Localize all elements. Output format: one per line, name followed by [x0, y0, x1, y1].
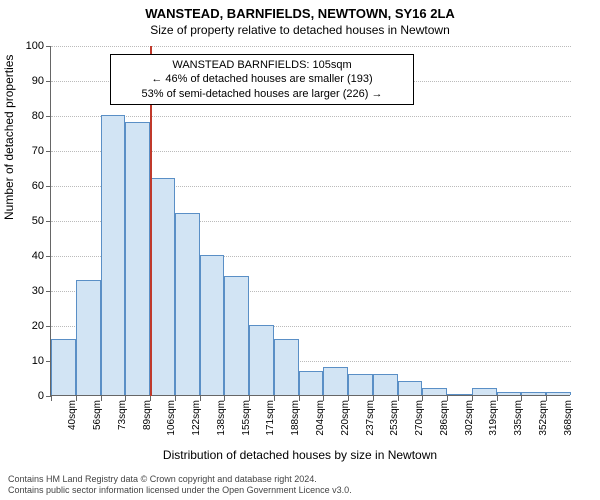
xtick-mark [323, 396, 324, 401]
histogram-bar [175, 213, 200, 395]
xtick-mark [472, 396, 473, 401]
footer-line2: Contains public sector information licen… [8, 485, 352, 496]
xtick-mark [447, 396, 448, 401]
histogram-bar [398, 381, 423, 395]
xtick-label: 319sqm [488, 400, 499, 440]
xtick-mark [200, 396, 201, 401]
ytick-label: 20 [14, 320, 44, 332]
xtick-mark [398, 396, 399, 401]
annotation-line2: ← 46% of detached houses are smaller (19… [117, 72, 407, 86]
xtick-label: 270sqm [414, 400, 425, 440]
xtick-mark [299, 396, 300, 401]
ytick-mark [46, 291, 51, 292]
chart-subtitle: Size of property relative to detached ho… [0, 21, 600, 41]
ytick-mark [46, 256, 51, 257]
gridline [51, 46, 571, 47]
xtick-label: 40sqm [67, 400, 78, 440]
xtick-mark [274, 396, 275, 401]
annotation-box: WANSTEAD BARNFIELDS: 105sqm ← 46% of det… [110, 54, 414, 105]
ytick-mark [46, 221, 51, 222]
histogram-bar [348, 374, 373, 395]
xtick-label: 204sqm [315, 400, 326, 440]
ytick-mark [46, 151, 51, 152]
xtick-mark [125, 396, 126, 401]
ytick-label: 70 [14, 145, 44, 157]
histogram-bar [224, 276, 249, 395]
xtick-label: 253sqm [389, 400, 400, 440]
xtick-mark [224, 396, 225, 401]
histogram-bar [299, 371, 324, 396]
histogram-bar [150, 178, 175, 395]
histogram-bar [274, 339, 299, 395]
xtick-mark [150, 396, 151, 401]
ytick-label: 30 [14, 285, 44, 297]
xtick-label: 286sqm [439, 400, 450, 440]
xtick-mark [101, 396, 102, 401]
xtick-mark [373, 396, 374, 401]
histogram-bar [373, 374, 398, 395]
footer-line1: Contains HM Land Registry data © Crown c… [8, 474, 352, 485]
histogram-bar [472, 388, 497, 395]
xtick-label: 106sqm [166, 400, 177, 440]
histogram-bar [51, 339, 76, 395]
ytick-label: 10 [14, 355, 44, 367]
xtick-label: 155sqm [241, 400, 252, 440]
histogram-bar [249, 325, 274, 395]
histogram-bar [76, 280, 101, 396]
ytick-label: 0 [14, 390, 44, 402]
histogram-bar [323, 367, 348, 395]
histogram-bar [422, 388, 447, 395]
xtick-label: 220sqm [340, 400, 351, 440]
ytick-label: 50 [14, 215, 44, 227]
xtick-label: 171sqm [265, 400, 276, 440]
xtick-label: 56sqm [92, 400, 103, 440]
xtick-label: 188sqm [290, 400, 301, 440]
histogram-bar [125, 122, 150, 395]
xtick-label: 237sqm [365, 400, 376, 440]
histogram-bar [497, 392, 522, 396]
ytick-mark [46, 326, 51, 327]
ytick-label: 60 [14, 180, 44, 192]
xtick-label: 138sqm [216, 400, 227, 440]
ytick-mark [46, 81, 51, 82]
chart-area: 010203040506070809010040sqm56sqm73sqm89s… [50, 46, 570, 396]
xtick-mark [546, 396, 547, 401]
xtick-mark [348, 396, 349, 401]
footer-attribution: Contains HM Land Registry data © Crown c… [8, 474, 352, 497]
histogram-bar [101, 115, 126, 395]
xtick-label: 302sqm [464, 400, 475, 440]
histogram-bar [447, 394, 472, 395]
histogram-bar [200, 255, 225, 395]
xtick-label: 352sqm [538, 400, 549, 440]
xtick-mark [51, 396, 52, 401]
ytick-label: 40 [14, 250, 44, 262]
xtick-mark [497, 396, 498, 401]
xtick-label: 122sqm [191, 400, 202, 440]
xtick-mark [249, 396, 250, 401]
annotation-line3: 53% of semi-detached houses are larger (… [117, 87, 407, 101]
histogram-bar [546, 392, 571, 396]
chart-title: WANSTEAD, BARNFIELDS, NEWTOWN, SY16 2LA [0, 0, 600, 21]
xtick-label: 368sqm [563, 400, 574, 440]
histogram-bar [521, 392, 546, 396]
xtick-mark [521, 396, 522, 401]
xtick-mark [422, 396, 423, 401]
ytick-mark [46, 46, 51, 47]
xtick-label: 73sqm [117, 400, 128, 440]
ytick-label: 100 [14, 40, 44, 52]
ytick-mark [46, 186, 51, 187]
annotation-line1: WANSTEAD BARNFIELDS: 105sqm [117, 58, 407, 72]
x-axis-label: Distribution of detached houses by size … [0, 448, 600, 462]
ytick-label: 90 [14, 75, 44, 87]
gridline [51, 116, 571, 117]
xtick-mark [175, 396, 176, 401]
xtick-label: 335sqm [513, 400, 524, 440]
ytick-mark [46, 116, 51, 117]
ytick-label: 80 [14, 110, 44, 122]
xtick-mark [76, 396, 77, 401]
xtick-label: 89sqm [142, 400, 153, 440]
